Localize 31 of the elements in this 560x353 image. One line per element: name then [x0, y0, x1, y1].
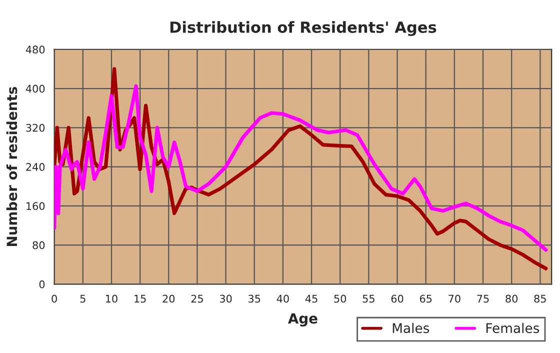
y-tick-label: 160	[26, 202, 45, 210]
legend-label: Females	[486, 322, 540, 334]
x-tick-label: 45	[305, 294, 318, 303]
x-tick-label: 40	[276, 294, 289, 303]
x-tick-label: 35	[248, 294, 260, 303]
x-tick-label: 10	[106, 294, 118, 303]
x-tick-label: 50	[334, 294, 346, 303]
x-tick-label: 70	[448, 294, 460, 303]
line-series	[54, 84, 548, 252]
x-tick-label: 60	[391, 294, 404, 303]
y-tick-label: 320	[26, 124, 45, 132]
chart-title: Distribution of Residents' Ages	[170, 21, 436, 36]
x-tick-label: 55	[362, 294, 374, 303]
y-axis-title: Number of residents	[6, 87, 18, 246]
x-tick-label: 85	[534, 294, 546, 303]
x-tick-label: 0	[52, 294, 57, 303]
y-tick-label: 0	[39, 280, 45, 288]
x-tick-label: 20	[162, 294, 175, 303]
y-tick-label: 80	[32, 241, 45, 250]
y-tick-label: 400	[26, 84, 45, 93]
y-tick-label: 240	[26, 163, 45, 171]
x-tick-label: 80	[506, 294, 518, 303]
x-tick-label: 5	[80, 294, 86, 303]
x-tick-label: 65	[420, 294, 432, 303]
x-tick-label: 15	[134, 294, 146, 303]
x-tick-label: 25	[191, 294, 203, 303]
x-tick-label: 75	[477, 294, 489, 303]
y-tick-label: 480	[26, 46, 45, 54]
x-axis-title: Age	[288, 313, 318, 326]
legend-label: Males	[392, 322, 430, 334]
x-tick-label: 30	[220, 294, 232, 303]
